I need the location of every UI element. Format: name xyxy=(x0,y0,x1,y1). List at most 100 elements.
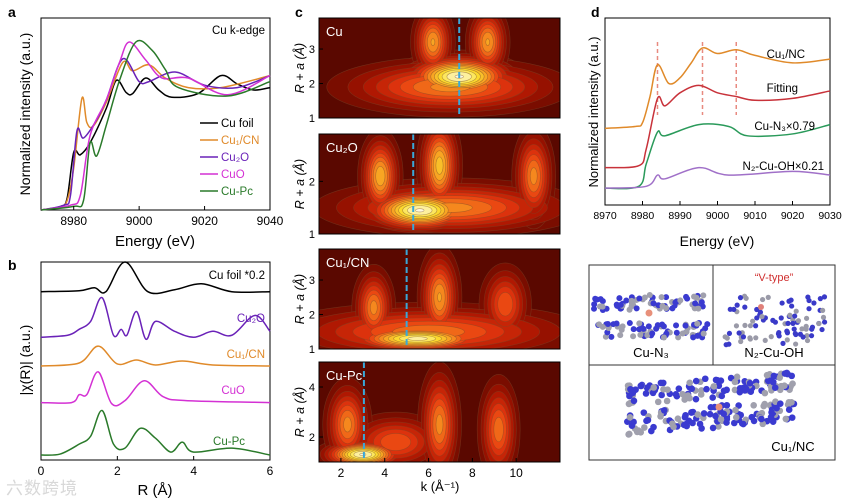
atom xyxy=(712,412,719,420)
contour-level xyxy=(529,167,538,185)
atom xyxy=(799,326,805,332)
atom xyxy=(784,370,791,378)
atom xyxy=(809,326,815,332)
atom xyxy=(732,414,740,421)
atom xyxy=(706,410,714,418)
series-line-0 xyxy=(40,74,271,211)
atom xyxy=(663,397,671,405)
atom xyxy=(808,333,815,339)
legend-label: CuO xyxy=(221,169,245,181)
atom xyxy=(692,300,699,307)
atom xyxy=(630,333,637,340)
legend-label: Cu₂O xyxy=(221,152,249,164)
atom xyxy=(683,293,690,300)
x-tick-label: 9020 xyxy=(781,210,805,222)
atom xyxy=(793,308,799,314)
series-line-2 xyxy=(40,345,271,367)
atom xyxy=(670,423,677,431)
atom xyxy=(726,341,732,347)
x-tick-label: 9020 xyxy=(191,214,218,228)
atom xyxy=(660,323,667,330)
atom xyxy=(695,305,702,312)
series-line-3 xyxy=(40,371,271,407)
atom xyxy=(643,417,650,425)
atom xyxy=(659,379,667,387)
atom xyxy=(628,422,636,430)
series-label: Fitting xyxy=(767,83,798,95)
atom xyxy=(761,400,768,408)
atom xyxy=(817,296,823,302)
atom xyxy=(770,372,778,380)
atom xyxy=(821,319,828,325)
atom xyxy=(759,296,766,303)
atom xyxy=(723,386,730,394)
atom xyxy=(769,378,777,386)
atom xyxy=(730,419,738,427)
atom xyxy=(642,390,650,397)
atom xyxy=(650,384,658,391)
atom xyxy=(698,387,705,394)
atom xyxy=(626,414,634,421)
atom xyxy=(734,302,740,308)
atom xyxy=(679,330,686,337)
structure-label: N₂-Cu-OH xyxy=(744,345,803,360)
atom xyxy=(763,371,771,379)
panel-label-d: d xyxy=(591,4,600,20)
atom xyxy=(696,420,704,428)
atom xyxy=(740,334,747,340)
atom xyxy=(720,410,728,418)
y-tick-label: 2 xyxy=(309,176,315,188)
contour-level xyxy=(493,416,504,443)
atom xyxy=(789,303,795,309)
copper-atom xyxy=(715,403,723,411)
contour-level xyxy=(485,38,490,46)
series-line-4 xyxy=(40,409,271,456)
panel-b-plot-frame xyxy=(40,261,271,461)
chart-title: Cu k-edge xyxy=(212,25,265,37)
y-tick-label: 1 xyxy=(309,113,315,125)
atom xyxy=(785,406,793,414)
series-label: Cu₂O xyxy=(237,313,265,325)
atom xyxy=(660,334,667,341)
atom xyxy=(707,404,715,411)
series-line-1 xyxy=(40,60,271,211)
legend-label: Cu₁/CN xyxy=(221,135,259,147)
contour-level xyxy=(375,166,386,187)
atom xyxy=(717,416,725,423)
atom xyxy=(694,320,701,327)
atom xyxy=(747,336,753,342)
atom xyxy=(733,373,741,381)
atom xyxy=(645,323,652,330)
atom xyxy=(800,334,806,340)
x-tick-label: 8990 xyxy=(668,210,692,222)
contour-level xyxy=(343,416,352,433)
molecule-structure-image xyxy=(722,293,828,348)
atom xyxy=(731,378,739,386)
series-line-1 xyxy=(40,296,271,340)
y-tick-label: 3 xyxy=(309,44,315,56)
atom xyxy=(694,411,702,418)
atom xyxy=(782,415,790,423)
atom xyxy=(771,384,779,392)
atom xyxy=(637,428,645,436)
series-line-2 xyxy=(604,123,831,190)
atom xyxy=(679,390,686,398)
atom xyxy=(703,385,710,393)
y-axis-label: Normalized intensity (a.u.) xyxy=(17,33,33,196)
y-tick-label: 2 xyxy=(309,79,315,91)
x-tick-label: 8 xyxy=(469,466,476,480)
atom xyxy=(644,332,651,339)
atom xyxy=(649,330,656,337)
atom xyxy=(769,418,777,425)
series-label: Cu-Pc xyxy=(213,436,245,448)
atom xyxy=(672,391,680,398)
atom xyxy=(700,410,708,417)
x-tick-label: 9000 xyxy=(706,210,730,222)
heatmap-1 xyxy=(319,134,560,234)
x-tick-label: 8980 xyxy=(631,210,655,222)
structure-label: Cu₁/NC xyxy=(771,439,814,454)
series-line-3 xyxy=(604,166,831,189)
atom xyxy=(689,419,696,427)
atom xyxy=(641,294,648,301)
